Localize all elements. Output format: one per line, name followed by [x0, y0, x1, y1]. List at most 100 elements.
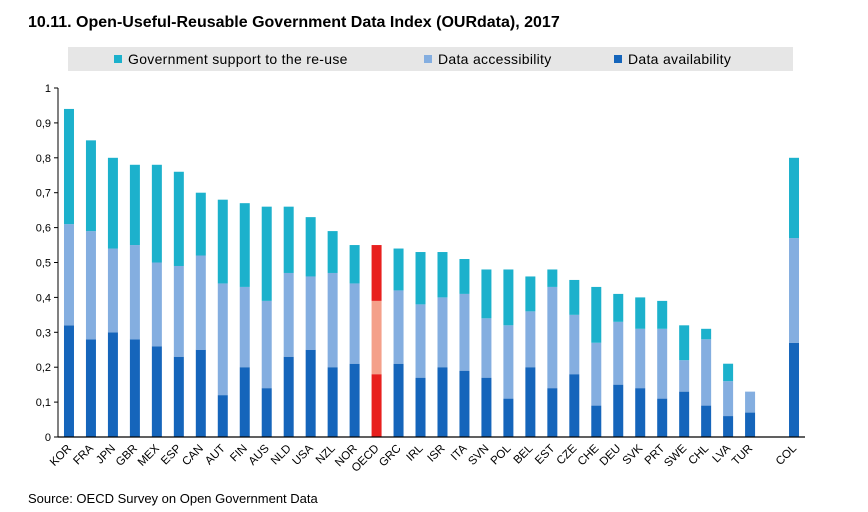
bar-esp-data-availability [173, 356, 184, 437]
x-tick-label: USA [291, 442, 316, 467]
x-tick-label: LVA [711, 442, 734, 465]
bar-cze-data-accessibility [569, 314, 580, 375]
y-tick-label: 0,4 [36, 292, 51, 304]
legend-swatch-data-availability [614, 55, 622, 63]
bar-can-data-accessibility [195, 255, 206, 350]
bar-jpn-data-accessibility [107, 248, 118, 333]
legend-item-data-availability: Data availability [614, 51, 731, 67]
y-tick-label: 0,5 [36, 258, 51, 270]
bar-deu-government-support-to-the-re-use [613, 293, 624, 322]
bar-chl-government-support-to-the-re-use [701, 328, 712, 340]
bar-tur-data-availability [745, 412, 756, 437]
x-tick-label: EST [533, 443, 557, 467]
bar-grc-data-availability [393, 363, 404, 437]
bar-nzl-government-support-to-the-re-use [327, 231, 338, 273]
y-tick-label: 0,8 [36, 153, 51, 165]
y-tick-label: 0,3 [36, 327, 51, 339]
bar-aus-data-availability [261, 388, 272, 437]
bar-mex-government-support-to-the-re-use [151, 164, 162, 263]
bar-pol-government-support-to-the-re-use [503, 269, 514, 326]
bar-mex-data-accessibility [151, 262, 162, 347]
bar-col-data-accessibility [789, 238, 800, 343]
x-tick-label: SWE [662, 442, 689, 469]
bar-isr-government-support-to-the-re-use [437, 252, 448, 298]
bar-ita-government-support-to-the-re-use [459, 259, 470, 294]
bar-col-government-support-to-the-re-use [789, 157, 800, 239]
y-tick-label: 0,7 [36, 188, 51, 200]
bar-fin-data-availability [239, 367, 250, 437]
legend-swatch-government-support [114, 55, 122, 63]
bar-nld-government-support-to-the-re-use [283, 206, 294, 273]
bar-prt-data-availability [657, 398, 668, 437]
chart-title: 10.11. Open-Useful-Reusable Government D… [28, 14, 560, 31]
bar-svn-government-support-to-the-re-use [481, 269, 492, 319]
bar-kor-data-accessibility [63, 224, 74, 326]
bar-bel-data-availability [525, 367, 536, 437]
bar-tur-data-accessibility [745, 391, 756, 413]
bar-nor-data-accessibility [349, 283, 360, 364]
bar-usa-data-availability [305, 349, 316, 437]
x-tick-label: SVK [621, 442, 646, 467]
x-tick-label: CZE [555, 442, 580, 467]
bar-deu-data-accessibility [613, 321, 624, 385]
bar-isr-data-availability [437, 367, 448, 437]
legend-item-data-accessibility: Data accessibility [424, 51, 552, 67]
bar-aut-data-accessibility [217, 283, 228, 396]
y-tick-label: 0,1 [36, 397, 51, 409]
bar-gbr-data-availability [129, 339, 140, 437]
x-tick-label: CHE [576, 442, 602, 468]
bar-fin-data-accessibility [239, 286, 250, 368]
bar-ita-data-availability [459, 370, 470, 437]
bar-aut-data-availability [217, 395, 228, 437]
bar-swe-data-availability [679, 391, 690, 437]
y-tick-label: 0,6 [36, 223, 51, 235]
x-tick-label: FRA [71, 442, 96, 467]
legend-swatch-data-accessibility [424, 55, 432, 63]
bar-oecd-data-availability [371, 374, 382, 437]
bar-gbr-data-accessibility [129, 245, 140, 340]
bar-aut-government-support-to-the-re-use [217, 199, 228, 284]
legend: Government support to the re-use Data ac… [68, 47, 793, 71]
bar-lva-data-accessibility [723, 381, 734, 417]
source-note: Source: OECD Survey on Open Government D… [28, 491, 318, 506]
bar-isr-data-accessibility [437, 297, 448, 368]
x-tick-label: KOR [48, 443, 74, 469]
x-tick-label: SVN [466, 443, 491, 468]
bar-lva-data-availability [723, 416, 734, 437]
bar-pol-data-availability [503, 398, 514, 437]
bar-cze-government-support-to-the-re-use [569, 279, 580, 315]
bar-gbr-government-support-to-the-re-use [129, 164, 140, 246]
x-tick-label: COL [774, 442, 800, 468]
bar-che-data-availability [591, 405, 602, 437]
bar-bel-data-accessibility [525, 311, 536, 368]
bar-usa-government-support-to-the-re-use [305, 217, 316, 277]
bar-esp-data-accessibility [173, 265, 184, 357]
bar-est-data-availability [547, 388, 558, 437]
x-tick-label: IRL [404, 442, 426, 464]
bar-che-data-accessibility [591, 342, 602, 406]
x-tick-label: AUT [203, 443, 228, 468]
bar-prt-government-support-to-the-re-use [657, 300, 668, 329]
x-tick-label: ESP [159, 442, 184, 467]
x-tick-label: CAN [180, 443, 206, 469]
bar-cze-data-availability [569, 374, 580, 437]
bar-col-data-availability [789, 342, 800, 437]
x-tick-label: JPN [94, 443, 118, 467]
bar-fra-data-accessibility [85, 231, 96, 340]
x-tick-label: MEX [136, 442, 162, 468]
bar-usa-data-accessibility [305, 276, 316, 350]
legend-label-data-availability: Data availability [628, 51, 732, 67]
bar-fin-government-support-to-the-re-use [239, 203, 250, 287]
bar-jpn-government-support-to-the-re-use [107, 157, 118, 249]
bar-oecd-government-support-to-the-re-use [371, 245, 382, 301]
y-tick-label: 0 [45, 432, 51, 444]
x-tick-label: FIN [228, 443, 250, 465]
bar-nzl-data-accessibility [327, 272, 338, 368]
bar-svk-data-accessibility [635, 328, 646, 389]
bar-irl-government-support-to-the-re-use [415, 252, 426, 305]
legend-label-data-accessibility: Data accessibility [438, 51, 552, 67]
bar-jpn-data-availability [107, 332, 118, 437]
y-tick-label: 1 [45, 83, 51, 95]
x-tick-label: POL [489, 442, 514, 467]
x-tick-label: ISR [426, 443, 448, 465]
